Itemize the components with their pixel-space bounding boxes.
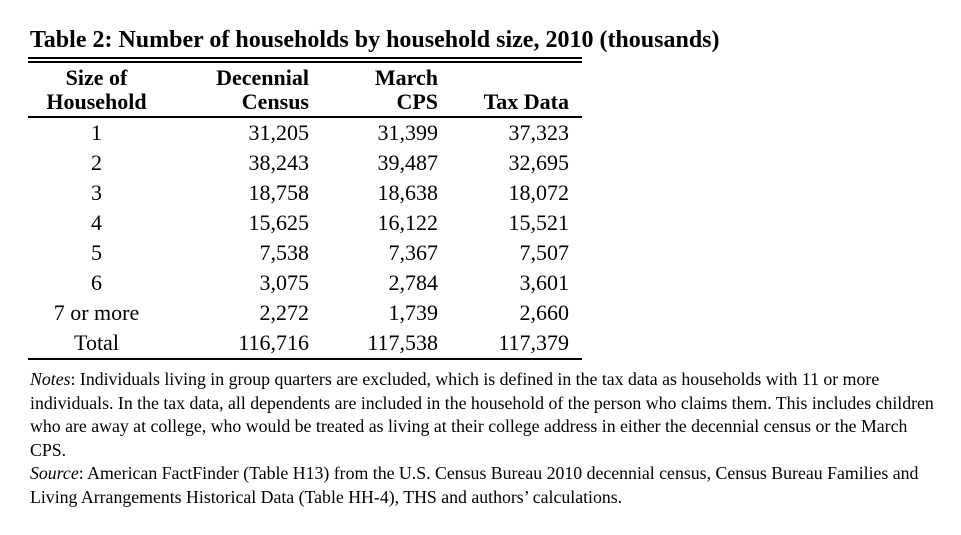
- table-body: 1 31,205 31,399 37,323 2 38,243 39,487 32,695 3 1…: [28, 117, 582, 359]
- table-header: Size of Household Decennial Census March…: [28, 60, 582, 117]
- row-value-cell: 32,695: [508, 150, 570, 175]
- row-value-cell: 15,521: [508, 210, 570, 235]
- row-value-cell: 3,075: [259, 270, 310, 295]
- notes-source-block: Notes: Individuals living in group quart…: [30, 368, 938, 509]
- row-value-cell: 7,507: [519, 240, 570, 265]
- row-value-cell: 1,739: [388, 300, 439, 325]
- col-header-line2: Tax Data: [483, 89, 569, 114]
- table-row: 1 31,205 31,399 37,323: [28, 117, 582, 148]
- source-text: : American FactFinder (Table H13) from t…: [30, 463, 919, 507]
- table-row: 3 18,758 18,638 18,072: [28, 178, 582, 208]
- notes-label: Notes: [30, 369, 71, 389]
- col-header-line1: March: [374, 65, 438, 90]
- row-value-cell: 37,323: [508, 120, 570, 145]
- col-header-line2: Census: [241, 89, 309, 114]
- col-header-tax-data: Tax Data: [440, 60, 582, 117]
- table-row: 5 7,538 7,367 7,507: [28, 238, 582, 268]
- table-row: Total 116,716 117,538 117,379: [28, 328, 582, 359]
- table-row: 6 3,075 2,784 3,601: [28, 268, 582, 298]
- row-value-cell: 16,122: [377, 210, 439, 235]
- row-value-cell: 39,487: [377, 150, 439, 175]
- households-table: Size of Household Decennial Census March…: [28, 57, 582, 360]
- row-label-cell: 5: [91, 240, 102, 265]
- row-value-cell: 2,660: [519, 300, 570, 325]
- row-value-cell: 15,625: [248, 210, 310, 235]
- source-label: Source: [30, 463, 79, 483]
- row-label-cell: 1: [91, 120, 102, 145]
- notes-text: : Individuals living in group quarters a…: [30, 369, 934, 460]
- row-value-cell: 31,399: [377, 120, 439, 145]
- row-value-cell: 18,072: [508, 180, 570, 205]
- col-header-line2: CPS: [396, 89, 438, 114]
- table-row: 7 or more 2,272 1,739 2,660: [28, 298, 582, 328]
- row-value-cell: 117,379: [498, 330, 569, 355]
- col-header-line2: Household: [46, 89, 147, 114]
- row-value-cell: 18,638: [377, 180, 439, 205]
- col-header-march-cps: March CPS: [310, 60, 440, 117]
- row-value-cell: 38,243: [248, 150, 310, 175]
- source-paragraph: Source: American FactFinder (Table H13) …: [30, 462, 938, 509]
- row-label-cell: Total: [74, 330, 119, 355]
- row-value-cell: 31,205: [248, 120, 310, 145]
- table-row: 2 38,243 39,487 32,695: [28, 148, 582, 178]
- row-value-cell: 3,601: [519, 270, 570, 295]
- row-value-cell: 7,367: [388, 240, 439, 265]
- col-header-line1: Size of: [65, 65, 128, 90]
- table-title: Table 2: Number of households by househo…: [30, 27, 720, 53]
- row-value-cell: 2,784: [388, 270, 439, 295]
- col-header-line1: Decennial: [216, 65, 309, 90]
- row-label-cell: 3: [91, 180, 102, 205]
- row-label-cell: 2: [91, 150, 102, 175]
- row-label-cell: 4: [91, 210, 102, 235]
- row-label-cell: 6: [91, 270, 102, 295]
- row-value-cell: 117,538: [367, 330, 438, 355]
- row-label-cell: 7 or more: [53, 300, 140, 325]
- row-value-cell: 7,538: [259, 240, 310, 265]
- notes-paragraph: Notes: Individuals living in group quart…: [30, 368, 938, 462]
- col-header-decennial-census: Decennial Census: [165, 60, 310, 117]
- col-header-size-of-household: Size of Household: [28, 60, 165, 117]
- table-row: 4 15,625 16,122 15,521: [28, 208, 582, 238]
- header-row: Size of Household Decennial Census March…: [28, 60, 582, 117]
- row-value-cell: 18,758: [248, 180, 310, 205]
- row-value-cell: 116,716: [238, 330, 309, 355]
- row-value-cell: 2,272: [259, 300, 310, 325]
